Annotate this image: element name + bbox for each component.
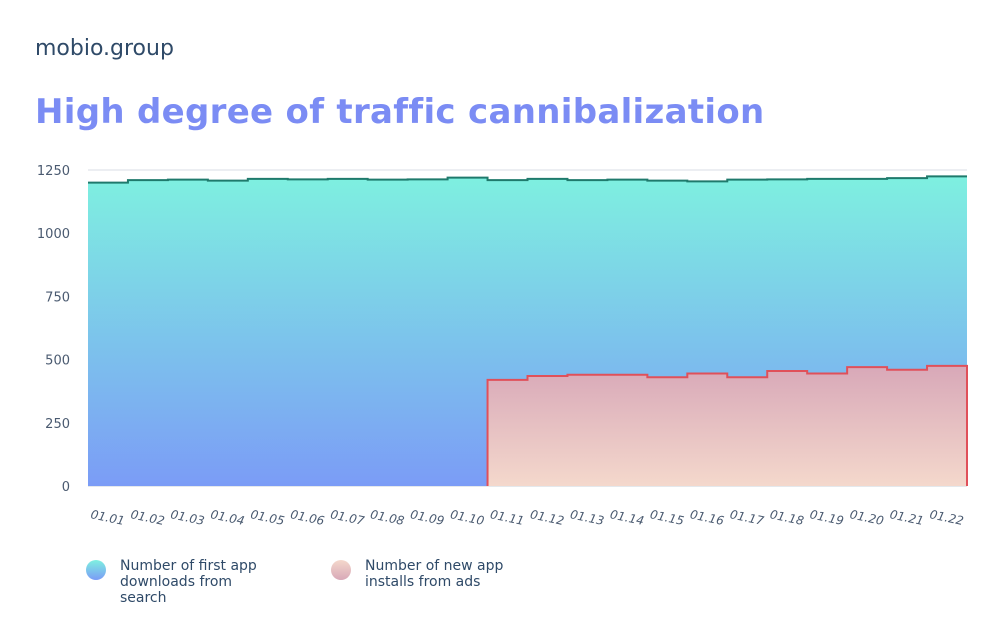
- x-tick-label: 01.16: [689, 507, 726, 528]
- x-tick-label: 01.03: [169, 507, 206, 528]
- x-axis-ticks: 01.01 01.02 01.03 01.04 01.05 01.06 01.07 01.08…: [89, 507, 965, 528]
- x-tick-label: 01.10: [449, 507, 486, 528]
- legend-label-search-line1: Number of first app: [120, 558, 257, 574]
- y-tick-label: 750: [45, 290, 70, 305]
- legend-label-search: Number of first app downloads from searc…: [120, 558, 281, 606]
- legend-label-ads: Number of new app installs from ads: [365, 558, 503, 590]
- legend-swatch-ads: [331, 560, 351, 580]
- x-tick-label: 01.04: [209, 507, 246, 528]
- x-tick-label: 01.14: [609, 507, 646, 528]
- x-tick-label: 01.11: [489, 507, 526, 528]
- series-line-search: [88, 175, 967, 184]
- x-tick-label: 01.07: [329, 507, 366, 528]
- series-area-ads: [487, 365, 967, 486]
- legend-item-search: Number of first app downloads from searc…: [86, 558, 281, 606]
- y-tick-label: 1000: [37, 227, 70, 242]
- x-tick-label: 01.12: [529, 507, 566, 528]
- legend-item-ads: Number of new app installs from ads: [331, 558, 526, 606]
- x-tick-label: 01.15: [649, 507, 686, 528]
- x-tick-label: 01.18: [769, 507, 806, 528]
- x-tick-label: 01.01: [89, 507, 126, 528]
- x-tick-label: 01.13: [569, 507, 606, 528]
- x-tick-label: 01.19: [809, 507, 846, 528]
- y-tick-label: 0: [62, 480, 70, 495]
- legend-label-ads-line2: installs from ads: [365, 574, 481, 590]
- x-tick-label: 01.05: [249, 507, 286, 528]
- y-tick-label: 1250: [37, 164, 70, 179]
- page-title: High degree of traffic cannibalization: [35, 92, 765, 132]
- x-tick-label: 01.08: [369, 507, 406, 528]
- series-line-ads: [486, 364, 968, 486]
- x-tick-label: 01.02: [129, 507, 166, 528]
- x-tick-label: 01.06: [289, 507, 326, 528]
- x-tick-label: 01.21: [888, 507, 925, 528]
- y-tick-label: 500: [45, 354, 70, 369]
- legend-label-search-line2: downloads from search: [120, 574, 233, 606]
- y-axis-ticks: 0 250 500 750 1000 1250: [37, 164, 70, 495]
- y-tick-label: 250: [45, 417, 70, 432]
- legend-swatch-search: [86, 560, 106, 580]
- series-areas: [88, 175, 968, 486]
- chart-legend: Number of first app downloads from searc…: [86, 558, 526, 606]
- x-tick-label: 01.17: [729, 507, 766, 528]
- x-tick-label: 01.22: [928, 507, 965, 528]
- legend-label-ads-line1: Number of new app: [365, 558, 504, 574]
- brand-name: mobio.group: [35, 36, 174, 61]
- x-tick-label: 01.09: [409, 507, 446, 528]
- x-tick-label: 01.20: [849, 507, 886, 528]
